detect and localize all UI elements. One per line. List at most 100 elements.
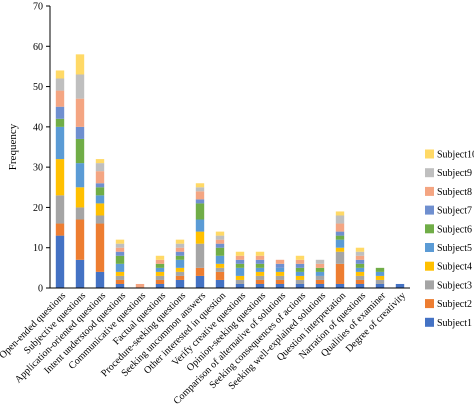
bar-segment-subject4 <box>155 271 165 276</box>
legend-swatch <box>425 243 434 252</box>
bar-segment-subject8 <box>255 255 265 260</box>
bar-segment-subject3 <box>315 275 325 280</box>
bar-segment-subject7 <box>335 231 345 236</box>
bar-segment-subject8 <box>75 98 85 127</box>
bar-segment-subject7 <box>235 259 245 264</box>
bar-segment-subject9 <box>195 187 205 192</box>
bar-segment-subject8 <box>335 223 345 232</box>
bar-segment-subject7 <box>355 259 365 264</box>
legend-swatch <box>425 261 434 271</box>
y-tick-label: 60 <box>33 42 43 53</box>
bar-segment-subject2 <box>175 275 185 280</box>
bar-segment-subject5 <box>235 267 245 276</box>
bar-segment-subject3 <box>155 275 165 280</box>
bar-segment-subject3 <box>375 279 385 284</box>
bar-segment-subject8 <box>315 263 325 268</box>
bar-segment-subject2 <box>335 263 345 284</box>
bar-segment-subject3 <box>95 215 105 224</box>
bar-segment-subject8 <box>235 255 245 260</box>
y-tick-label: 50 <box>33 82 43 93</box>
y-tick-label: 20 <box>33 203 43 214</box>
bar-segment-subject2 <box>115 279 125 284</box>
bar-segment-subject7 <box>175 251 185 256</box>
bar-segment-subject5 <box>195 219 205 232</box>
bar-segment-subject8 <box>295 259 305 264</box>
bar-segment-subject5 <box>75 163 85 188</box>
bar-segment-subject3 <box>355 275 365 280</box>
bar-segment-subject5 <box>295 271 305 276</box>
bar-segment-subject1 <box>315 283 325 288</box>
legend-label: Subject1 <box>437 318 472 329</box>
bar-segment-subject5 <box>255 267 265 272</box>
bar-segment-subject1 <box>255 283 265 288</box>
bar-segment-subject8 <box>155 259 165 264</box>
bar-segment-subject5 <box>175 259 185 268</box>
bar-segment-subject1 <box>215 279 225 288</box>
bar-segment-subject7 <box>75 126 85 139</box>
legend-swatch <box>425 168 434 178</box>
bar-segment-subject1 <box>155 283 165 288</box>
bar-segment-subject4 <box>115 271 125 276</box>
bar-segment-subject10 <box>215 231 225 236</box>
bar-segment-subject1 <box>275 283 285 288</box>
bar-segment-subject10 <box>255 251 265 256</box>
bar-segment-subject10 <box>95 159 105 164</box>
bar-segment-subject8 <box>215 239 225 244</box>
bar-segment-subject5 <box>155 267 165 272</box>
legend-label: Subject3 <box>437 280 472 291</box>
y-tick-label: 40 <box>33 122 43 133</box>
bar-segment-subject6 <box>235 263 245 268</box>
bar-segment-subject6 <box>195 203 205 220</box>
bar-segment-subject3 <box>215 267 225 272</box>
bar-segment-subject10 <box>115 239 125 244</box>
bar-segment-subject1 <box>95 271 105 288</box>
bar-segment-subject1 <box>375 283 385 288</box>
y-tick-label: 70 <box>33 2 43 13</box>
bar-segment-subject3 <box>335 251 345 264</box>
bar-segment-subject5 <box>335 239 345 248</box>
bar-segment-subject9 <box>355 251 365 256</box>
bar-segment-subject3 <box>75 207 85 220</box>
bar-segment-subject8 <box>275 259 285 264</box>
bar-segment-subject2 <box>195 267 205 276</box>
bar-segment-subject9 <box>95 163 105 172</box>
bar-segment-subject8 <box>195 191 205 200</box>
bar-segment-subject8 <box>135 283 145 288</box>
bar-segment-subject3 <box>115 275 125 280</box>
bar-segment-subject9 <box>55 78 65 91</box>
bar-segment-subject1 <box>175 279 185 288</box>
legend-label: Subject4 <box>437 262 472 273</box>
bar-segment-subject6 <box>355 263 365 268</box>
bar-segment-subject3 <box>295 279 305 284</box>
bar-segment-subject5 <box>275 267 285 272</box>
bar-segment-subject6 <box>155 263 165 268</box>
bar-segment-subject4 <box>295 275 305 280</box>
bar-segment-subject4 <box>215 263 225 268</box>
bar-segment-subject9 <box>335 215 345 224</box>
bar-segment-subject2 <box>315 279 325 284</box>
bar-segment-subject10 <box>75 54 85 75</box>
bar-segment-subject1 <box>355 283 365 288</box>
bar-segment-subject2 <box>155 279 165 284</box>
y-axis: 0 10 20 30 40 50 60 70 <box>33 2 51 295</box>
bar-segment-subject6 <box>315 267 325 272</box>
legend-swatch <box>425 205 434 215</box>
bar-segment-subject5 <box>95 195 105 204</box>
bar-segment-subject10 <box>335 211 345 216</box>
bar-segment-subject3 <box>255 275 265 280</box>
bar-segment-subject1 <box>295 283 305 288</box>
bar-segment-subject6 <box>55 118 65 127</box>
bar-segment-subject5 <box>55 126 65 160</box>
bar-segment-subject4 <box>275 271 285 276</box>
bar-segment-subject9 <box>215 235 225 240</box>
bar-segment-subject1 <box>115 283 125 288</box>
legend-swatch <box>425 280 434 290</box>
bar-segment-subject5 <box>115 263 125 272</box>
bar-segment-subject3 <box>235 279 245 284</box>
legend-label: Subject8 <box>437 187 472 198</box>
y-axis-title: Frequency <box>7 123 19 170</box>
bar-segment-subject10 <box>235 251 245 256</box>
